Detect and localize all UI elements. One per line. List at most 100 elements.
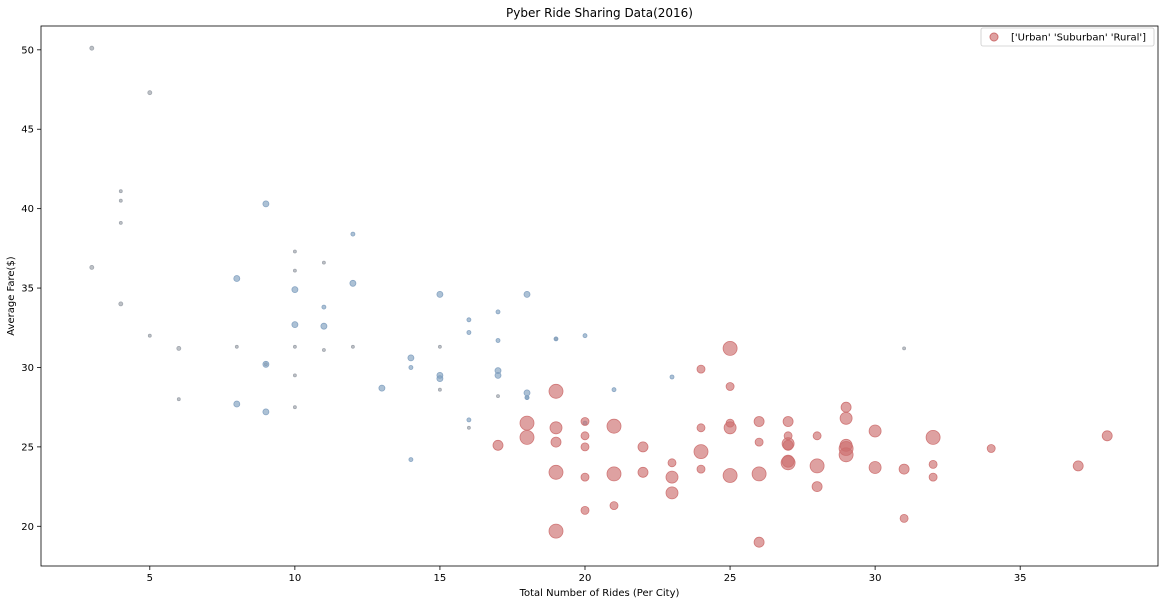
chart-title: Pyber Ride Sharing Data(2016)	[506, 6, 693, 20]
suburban-city-point	[262, 360, 270, 368]
urban-city-point	[550, 436, 562, 448]
rural-city-point	[176, 345, 182, 351]
rural-city-point	[437, 387, 442, 392]
urban-city-point	[665, 486, 679, 500]
suburban-city-point	[408, 365, 414, 370]
rural-city-point	[350, 344, 355, 349]
urban-city-point	[519, 415, 535, 431]
y-tick-label: 40	[21, 204, 34, 215]
urban-city-point	[898, 463, 910, 475]
x-tick-label: 5	[147, 573, 153, 584]
urban-city-point	[928, 459, 938, 469]
urban-city-point	[606, 466, 622, 482]
suburban-city-point	[291, 286, 299, 294]
y-ticks: 20 25 30 35 40 45 50	[21, 45, 41, 533]
rural-city-point	[147, 333, 152, 338]
urban-city-point	[809, 458, 825, 474]
suburban-city-point	[495, 338, 501, 343]
rural-city-point	[118, 189, 123, 194]
urban-city-point	[606, 418, 622, 434]
urban-city-point	[519, 429, 535, 445]
suburban-city-point	[408, 457, 414, 463]
suburban-city-point	[495, 309, 501, 315]
suburban-city-point	[233, 275, 241, 282]
y-tick-label: 35	[21, 284, 34, 295]
x-tick-label: 10	[288, 573, 301, 584]
urban-city-point	[693, 444, 709, 460]
rural-city-point	[292, 373, 297, 378]
urban-city-point	[751, 466, 767, 482]
x-tick-label: 15	[434, 573, 447, 584]
x-tick-label: 30	[869, 573, 882, 584]
urban-city-point	[609, 501, 619, 511]
urban-city-point	[899, 514, 909, 523]
urban-city-point	[723, 421, 737, 435]
suburban-city-point	[524, 395, 530, 401]
suburban-city-point	[523, 389, 531, 397]
rural-city-point	[234, 344, 239, 349]
rural-city-point	[321, 348, 326, 352]
rural-city-point	[321, 260, 326, 265]
urban-city-point	[725, 382, 735, 391]
x-tick-label: 25	[724, 573, 737, 584]
urban-city-point	[696, 464, 706, 474]
suburban-city-point	[553, 336, 559, 342]
y-tick-label: 45	[21, 125, 34, 136]
urban-city-point	[667, 458, 677, 468]
urban-city-point	[665, 470, 679, 484]
suburban-city-point	[262, 200, 270, 208]
urban-city-point	[548, 383, 564, 399]
rural-city-point	[466, 425, 471, 430]
urban-city-point	[839, 411, 853, 425]
rural-city-point	[118, 220, 123, 225]
urban-city-point	[986, 444, 996, 453]
urban-city-point	[637, 466, 649, 478]
urban-city-point	[580, 417, 590, 426]
urban-city-point	[548, 464, 564, 480]
urban-city-point	[780, 455, 796, 471]
urban-city-point	[812, 431, 822, 441]
y-tick-label: 30	[21, 363, 34, 374]
legend-box	[980, 27, 1155, 47]
urban-city-point	[868, 461, 882, 474]
urban-city-point	[696, 423, 706, 433]
y-tick-label: 25	[21, 442, 34, 453]
y-axis-title: Average Fare($)	[6, 256, 17, 336]
suburban-city-point	[611, 387, 617, 393]
urban-city-point	[754, 437, 764, 447]
rural-city-point	[176, 397, 181, 402]
suburban-city-point	[582, 333, 588, 339]
rural-city-point	[89, 45, 95, 51]
urban-city-point	[548, 523, 564, 539]
suburban-city-point	[291, 321, 299, 329]
urban-city-point	[492, 439, 504, 451]
rural-city-point	[496, 394, 500, 399]
suburban-city-point	[233, 400, 241, 408]
plot-frame	[40, 25, 1159, 567]
urban-city-point	[782, 416, 794, 427]
suburban-city-point	[262, 408, 270, 416]
rural-city-point	[437, 344, 442, 349]
rural-city-point	[292, 268, 297, 273]
urban-city-point	[811, 481, 823, 493]
y-tick-label: 50	[21, 45, 34, 56]
urban-city-point	[637, 441, 649, 453]
suburban-city-point	[349, 279, 357, 287]
rural-city-point	[147, 90, 153, 96]
legend: ['Urban' 'Suburban' 'Rural']	[980, 27, 1155, 47]
suburban-city-point	[466, 417, 472, 423]
suburban-city-point	[321, 304, 327, 310]
urban-city-point	[722, 340, 738, 356]
suburban-city-point	[466, 330, 472, 335]
urban-city-point	[753, 536, 765, 548]
suburban-city-point	[494, 371, 502, 379]
rural-city-point	[118, 301, 124, 307]
suburban-city-point	[350, 231, 356, 237]
urban-city-point	[1101, 430, 1113, 442]
suburban-city-point	[466, 317, 472, 323]
points-layer	[89, 45, 1113, 548]
rural-city-point	[292, 344, 297, 349]
urban-city-point	[925, 429, 941, 445]
legend-marker	[989, 32, 999, 42]
